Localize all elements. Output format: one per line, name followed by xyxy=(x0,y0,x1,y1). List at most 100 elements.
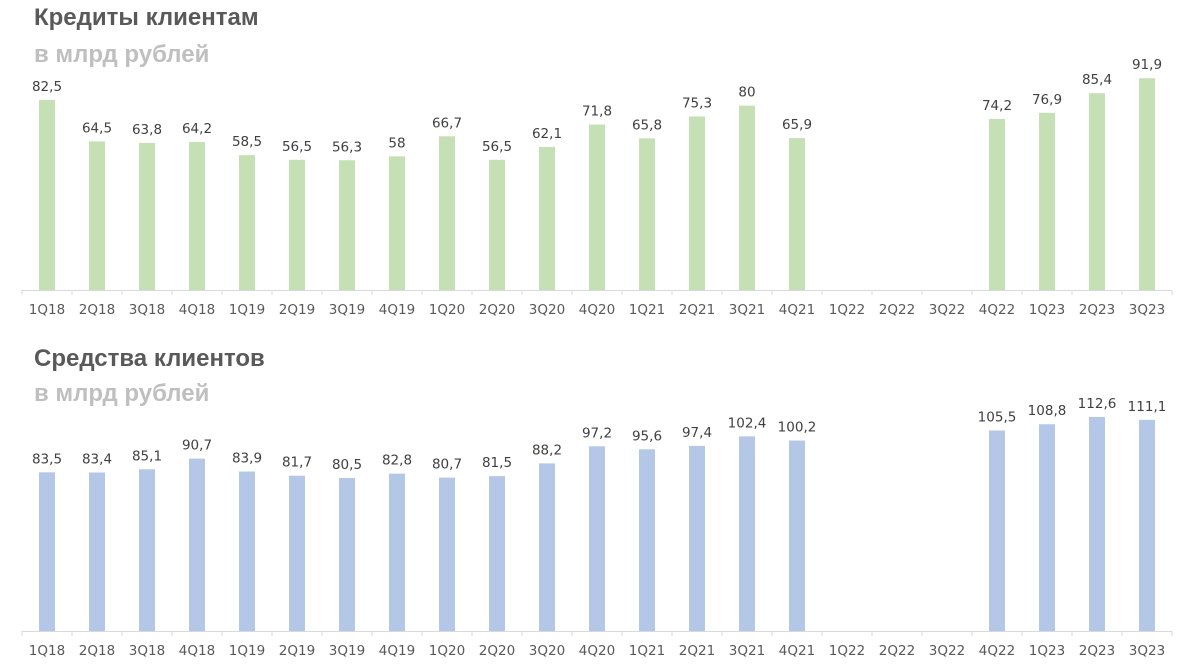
bar xyxy=(39,472,55,631)
x-tick-label: 3Q23 xyxy=(1129,643,1165,659)
x-tick-label: 2Q23 xyxy=(1079,643,1115,659)
data-label: 82,8 xyxy=(382,453,412,469)
bar xyxy=(389,473,405,631)
x-tick-label: 4Q19 xyxy=(379,302,415,318)
data-label: 58,5 xyxy=(232,134,262,150)
data-label: 108,8 xyxy=(1028,403,1067,419)
data-label: 82,5 xyxy=(32,79,62,95)
x-tick-label: 3Q18 xyxy=(129,643,165,659)
x-tick-label: 2Q19 xyxy=(279,302,315,318)
bar xyxy=(689,116,705,290)
bar xyxy=(289,475,305,631)
data-label: 65,9 xyxy=(782,117,812,133)
data-label: 105,5 xyxy=(978,409,1017,425)
bar xyxy=(789,138,805,290)
data-label: 56,3 xyxy=(332,139,362,155)
data-label: 56,5 xyxy=(482,139,512,155)
x-tick-label: 2Q21 xyxy=(679,302,715,318)
data-label: 80 xyxy=(738,85,755,101)
x-tick-label: 1Q21 xyxy=(629,302,665,318)
x-tick-label: 1Q23 xyxy=(1029,302,1065,318)
x-tick-label: 1Q21 xyxy=(629,643,665,659)
data-label: 81,5 xyxy=(482,455,512,471)
x-tick-label: 2Q22 xyxy=(879,302,915,318)
x-tick-label: 2Q18 xyxy=(79,302,115,318)
x-tick-label: 4Q18 xyxy=(179,643,215,659)
data-label: 76,9 xyxy=(1032,92,1062,108)
bar xyxy=(1089,93,1105,290)
data-label: 97,2 xyxy=(582,425,612,441)
data-label: 64,2 xyxy=(182,121,212,137)
bar xyxy=(39,99,55,291)
bar xyxy=(989,430,1005,631)
data-label: 71,8 xyxy=(582,104,612,120)
x-tick-label: 2Q22 xyxy=(879,643,915,659)
x-tick-label: 3Q23 xyxy=(1129,302,1165,318)
x-tick-label: 4Q21 xyxy=(779,643,815,659)
bar xyxy=(189,142,205,290)
x-tick-label: 2Q19 xyxy=(279,643,315,659)
x-tick-label: 3Q18 xyxy=(129,302,165,318)
bar xyxy=(239,155,255,290)
data-label: 64,5 xyxy=(82,120,112,136)
x-tick-label: 3Q19 xyxy=(329,643,365,659)
data-label: 63,8 xyxy=(132,122,162,138)
x-tick-label: 1Q19 xyxy=(229,643,265,659)
x-tick-label: 3Q19 xyxy=(329,302,365,318)
x-tick-label: 2Q23 xyxy=(1079,302,1115,318)
data-label: 95,6 xyxy=(632,428,662,444)
x-tick-label: 1Q18 xyxy=(29,302,65,318)
bar xyxy=(639,138,655,290)
data-label: 83,9 xyxy=(232,451,262,467)
data-label: 66,7 xyxy=(432,115,462,131)
data-label: 112,6 xyxy=(1078,396,1117,412)
x-tick-label: 2Q20 xyxy=(479,643,515,659)
bar xyxy=(589,124,605,291)
bar xyxy=(639,449,655,631)
x-tick-label: 4Q20 xyxy=(579,302,615,318)
loans-chart: 82,5 1Q18 64,5 2Q18 63,8 3Q18 64,2 4Q18 58,5 1Q19… xyxy=(21,57,1173,318)
bar xyxy=(1089,417,1105,631)
data-label: 81,7 xyxy=(282,455,312,471)
bar xyxy=(289,159,305,290)
data-label: 111,1 xyxy=(1128,399,1167,415)
chart-deposits-subtitle: в млрд рублей xyxy=(34,380,210,407)
x-tick-label: 1Q18 xyxy=(29,643,65,659)
data-label: 62,1 xyxy=(532,126,562,142)
data-label: 102,4 xyxy=(728,415,767,431)
bar xyxy=(439,477,455,631)
data-label: 90,7 xyxy=(182,438,212,454)
chart-loans-title: Кредиты клиентам xyxy=(34,4,259,31)
bar xyxy=(339,478,355,631)
bar xyxy=(139,469,155,631)
x-tick-label: 1Q23 xyxy=(1029,643,1065,659)
data-label: 74,2 xyxy=(982,98,1012,114)
bar xyxy=(139,142,155,290)
bar xyxy=(1039,424,1055,631)
x-tick-label: 3Q21 xyxy=(729,302,765,318)
x-tick-label: 3Q20 xyxy=(529,643,565,659)
chart-loans-subtitle: в млрд рублей xyxy=(34,41,210,68)
x-tick-label: 2Q18 xyxy=(79,643,115,659)
bar xyxy=(489,159,505,290)
x-tick-label: 4Q22 xyxy=(979,643,1015,659)
x-tick-label: 4Q19 xyxy=(379,643,415,659)
data-label: 91,9 xyxy=(1132,57,1162,73)
x-tick-label: 1Q19 xyxy=(229,302,265,318)
data-label: 85,1 xyxy=(132,448,162,464)
x-tick-label: 3Q20 xyxy=(529,302,565,318)
bar xyxy=(339,160,355,290)
bar xyxy=(89,472,105,631)
x-tick-label: 4Q21 xyxy=(779,302,815,318)
bar xyxy=(89,141,105,290)
bar xyxy=(189,458,205,631)
bar xyxy=(589,446,605,631)
data-label: 88,2 xyxy=(532,442,562,458)
data-label: 58 xyxy=(388,135,405,151)
x-tick-label: 3Q22 xyxy=(929,302,965,318)
bar xyxy=(239,471,255,631)
data-label: 56,5 xyxy=(282,139,312,155)
bar xyxy=(789,440,805,631)
bar xyxy=(439,136,455,290)
data-label: 75,3 xyxy=(682,95,712,111)
